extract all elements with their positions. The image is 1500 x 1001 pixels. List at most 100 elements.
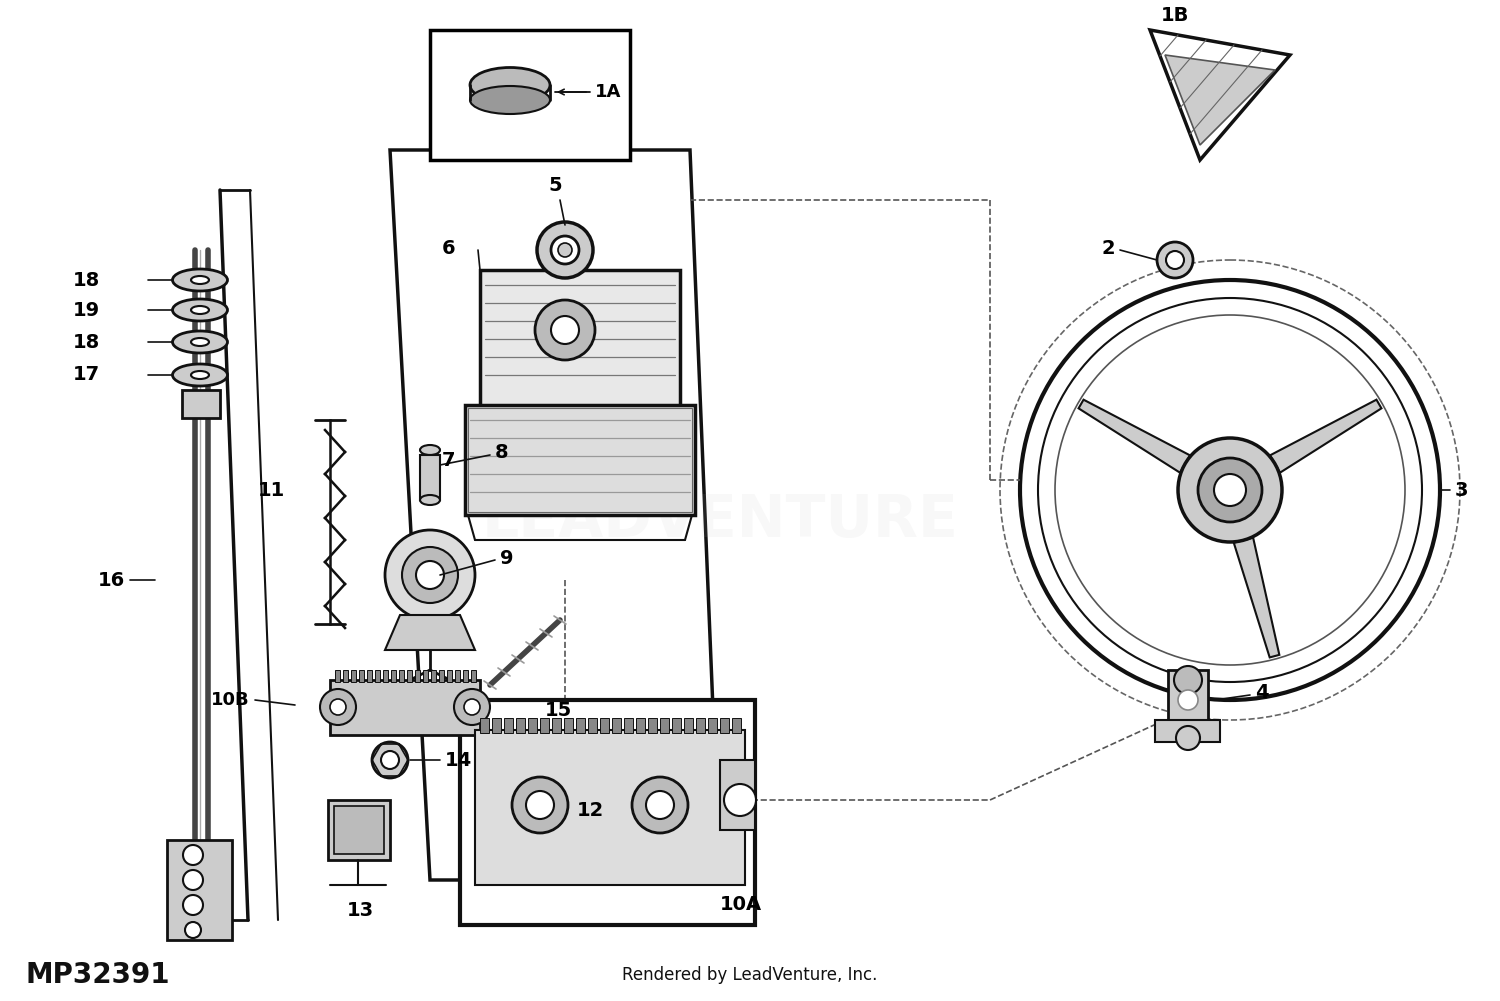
Bar bbox=[636, 718, 645, 733]
Circle shape bbox=[464, 699, 480, 715]
Text: 9: 9 bbox=[500, 549, 513, 568]
Bar bbox=[416, 670, 420, 682]
Text: LEADVENTURE: LEADVENTURE bbox=[482, 492, 958, 549]
Circle shape bbox=[526, 791, 554, 819]
Bar bbox=[166, 840, 232, 940]
Ellipse shape bbox=[190, 371, 208, 379]
Bar bbox=[420, 455, 440, 500]
Polygon shape bbox=[1234, 538, 1280, 658]
Text: 18: 18 bbox=[72, 332, 100, 351]
Bar bbox=[1168, 670, 1208, 725]
Bar bbox=[552, 718, 561, 733]
Circle shape bbox=[1178, 438, 1282, 542]
Bar bbox=[471, 670, 476, 682]
Bar bbox=[392, 670, 396, 682]
Circle shape bbox=[402, 547, 457, 603]
Circle shape bbox=[184, 922, 201, 938]
Circle shape bbox=[550, 316, 579, 344]
Circle shape bbox=[381, 751, 399, 769]
Ellipse shape bbox=[172, 364, 228, 386]
Polygon shape bbox=[1166, 55, 1275, 145]
Bar bbox=[528, 718, 537, 733]
Circle shape bbox=[1176, 726, 1200, 750]
Circle shape bbox=[646, 791, 674, 819]
Bar bbox=[423, 670, 427, 682]
Bar bbox=[375, 670, 380, 682]
Circle shape bbox=[454, 689, 490, 725]
Ellipse shape bbox=[190, 276, 208, 284]
Bar bbox=[358, 670, 364, 682]
Bar bbox=[464, 670, 468, 682]
Bar bbox=[672, 718, 681, 733]
Bar bbox=[660, 718, 669, 733]
Bar bbox=[334, 806, 384, 854]
Circle shape bbox=[386, 530, 476, 620]
Ellipse shape bbox=[420, 495, 440, 505]
Text: 14: 14 bbox=[446, 751, 472, 770]
Bar bbox=[492, 718, 501, 733]
Circle shape bbox=[320, 689, 356, 725]
Circle shape bbox=[183, 845, 203, 865]
Circle shape bbox=[1214, 474, 1246, 506]
Text: 6: 6 bbox=[441, 238, 454, 257]
Circle shape bbox=[537, 222, 592, 278]
Ellipse shape bbox=[190, 338, 208, 346]
Bar bbox=[440, 670, 444, 682]
Bar bbox=[447, 670, 452, 682]
Bar bbox=[648, 718, 657, 733]
Polygon shape bbox=[1078, 399, 1190, 472]
Ellipse shape bbox=[420, 445, 440, 455]
Circle shape bbox=[536, 300, 596, 360]
Bar bbox=[399, 670, 404, 682]
Text: 19: 19 bbox=[74, 300, 100, 319]
Text: 1A: 1A bbox=[596, 83, 621, 101]
Circle shape bbox=[1020, 280, 1440, 700]
Ellipse shape bbox=[470, 86, 550, 114]
Bar bbox=[465, 405, 694, 515]
Circle shape bbox=[550, 236, 579, 264]
Bar bbox=[334, 670, 340, 682]
Bar bbox=[351, 670, 355, 682]
Circle shape bbox=[512, 777, 568, 833]
Text: 15: 15 bbox=[544, 701, 573, 720]
Ellipse shape bbox=[172, 299, 228, 321]
Circle shape bbox=[416, 561, 444, 589]
Text: 1B: 1B bbox=[1161, 6, 1190, 25]
Bar bbox=[612, 718, 621, 733]
Bar bbox=[588, 718, 597, 733]
Bar bbox=[382, 670, 388, 682]
Bar bbox=[368, 670, 372, 682]
Bar bbox=[624, 718, 633, 733]
Text: 17: 17 bbox=[74, 365, 100, 384]
Bar bbox=[708, 718, 717, 733]
Circle shape bbox=[372, 742, 408, 778]
Text: Rendered by LeadVenture, Inc.: Rendered by LeadVenture, Inc. bbox=[622, 966, 878, 984]
Circle shape bbox=[1166, 251, 1184, 269]
Circle shape bbox=[632, 777, 688, 833]
Ellipse shape bbox=[190, 306, 208, 314]
Circle shape bbox=[1038, 298, 1422, 682]
Bar bbox=[540, 718, 549, 733]
Text: 5: 5 bbox=[548, 176, 562, 195]
Text: 3: 3 bbox=[1455, 480, 1468, 499]
Text: 13: 13 bbox=[346, 901, 374, 920]
Bar bbox=[430, 670, 436, 682]
Text: 10A: 10A bbox=[720, 895, 762, 914]
Circle shape bbox=[183, 870, 203, 890]
Bar bbox=[454, 670, 460, 682]
Bar bbox=[460, 700, 754, 925]
Text: 18: 18 bbox=[72, 270, 100, 289]
Bar bbox=[720, 718, 729, 733]
Bar bbox=[330, 680, 480, 735]
Bar bbox=[564, 718, 573, 733]
Text: 11: 11 bbox=[258, 480, 285, 499]
Polygon shape bbox=[1150, 30, 1290, 160]
Bar bbox=[516, 718, 525, 733]
Bar bbox=[406, 670, 412, 682]
Bar bbox=[732, 718, 741, 733]
Bar bbox=[684, 718, 693, 733]
Bar bbox=[468, 408, 692, 512]
Bar bbox=[696, 718, 705, 733]
Bar bbox=[576, 718, 585, 733]
Polygon shape bbox=[720, 760, 754, 830]
